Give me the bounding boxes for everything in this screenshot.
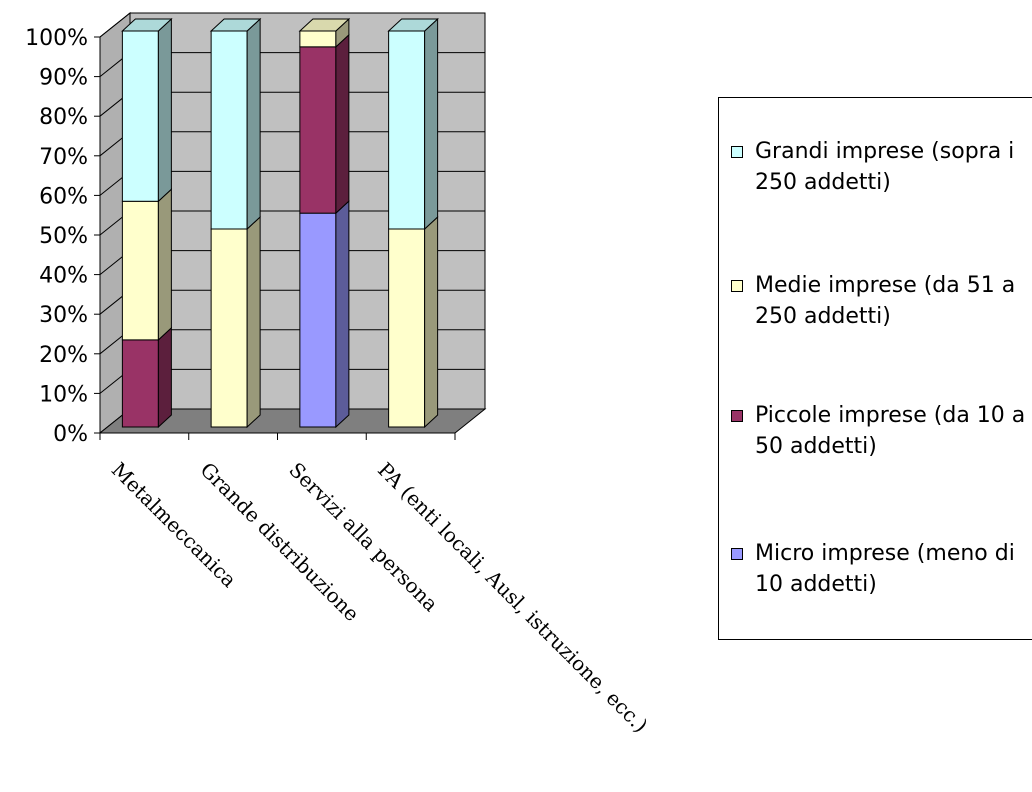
legend-swatch-micro-imprese bbox=[731, 548, 743, 560]
y-axis-labels: 0% 10% 20% 30% 40% 50% 60% 70% 80% 90% 100% bbox=[25, 26, 100, 447]
bar-side bbox=[335, 200, 350, 429]
y-tick-label: 90% bbox=[39, 66, 88, 91]
y-tick-label: 20% bbox=[39, 343, 88, 368]
bar-front bbox=[388, 30, 426, 230]
legend-label-micro-imprese: Micro imprese (meno di 10 addetti) bbox=[755, 541, 1015, 597]
y-tick-label: 70% bbox=[39, 145, 88, 170]
bars bbox=[121, 17, 439, 429]
bar-top bbox=[298, 18, 351, 32]
x-category-label: Grande distribuzione bbox=[196, 458, 364, 626]
bar-side bbox=[246, 17, 261, 231]
bar-segment bbox=[387, 17, 439, 231]
bar-segment bbox=[121, 17, 173, 203]
gridline bbox=[99, 12, 485, 38]
y-tick-label: 30% bbox=[39, 303, 88, 328]
legend-swatch-piccole-imprese bbox=[731, 410, 743, 422]
bar-front bbox=[121, 30, 159, 202]
bar-front bbox=[299, 212, 337, 428]
bar-side bbox=[424, 215, 439, 429]
bar-side bbox=[157, 17, 172, 203]
chart-legend: Grandi imprese (sopra i 250 addetti) Med… bbox=[718, 97, 1032, 640]
bar-segment bbox=[299, 33, 350, 215]
bar-segment bbox=[298, 17, 351, 48]
legend-swatch-grandi-imprese bbox=[731, 146, 743, 158]
bar-top bbox=[387, 18, 439, 32]
bar-segment bbox=[209, 17, 262, 231]
x-category-label: Servizi alla persona bbox=[284, 458, 443, 617]
bar-top bbox=[121, 18, 173, 32]
bar-side bbox=[157, 188, 172, 342]
bar-side bbox=[246, 215, 261, 429]
bar-front bbox=[299, 30, 337, 48]
bar-front bbox=[388, 228, 426, 428]
bar-side bbox=[157, 326, 172, 429]
y-tick-label: 40% bbox=[39, 264, 88, 289]
bar-front bbox=[121, 339, 159, 428]
bar-front bbox=[210, 228, 248, 428]
y-tick-label: 50% bbox=[39, 224, 88, 249]
bar-front bbox=[121, 200, 159, 341]
bar-segment bbox=[210, 215, 261, 429]
bar-segment bbox=[121, 326, 172, 429]
legend-swatch-medie-imprese bbox=[731, 280, 743, 292]
y-tick-label: 80% bbox=[39, 105, 88, 130]
y-tick-label: 10% bbox=[39, 382, 88, 407]
bar-segment bbox=[388, 215, 439, 429]
legend-label-piccole-imprese: Piccole imprese (da 10 a 50 addetti) bbox=[755, 403, 1026, 459]
bar-segment bbox=[299, 200, 350, 429]
legend-label-grandi-imprese: Grandi imprese (sopra i 250 addetti) bbox=[755, 139, 1015, 195]
y-tick-label: 100% bbox=[25, 26, 88, 51]
bar-side bbox=[335, 33, 350, 215]
bar-side bbox=[424, 17, 439, 231]
bar-segment bbox=[121, 188, 172, 342]
y-tick-label: 0% bbox=[53, 422, 88, 447]
bar-top bbox=[209, 18, 262, 32]
bar-front bbox=[210, 30, 248, 230]
y-tick-label: 60% bbox=[39, 184, 88, 209]
legend-label-medie-imprese: Medie imprese (da 51 a 250 addetti) bbox=[755, 273, 1016, 329]
bar-front bbox=[299, 46, 337, 214]
